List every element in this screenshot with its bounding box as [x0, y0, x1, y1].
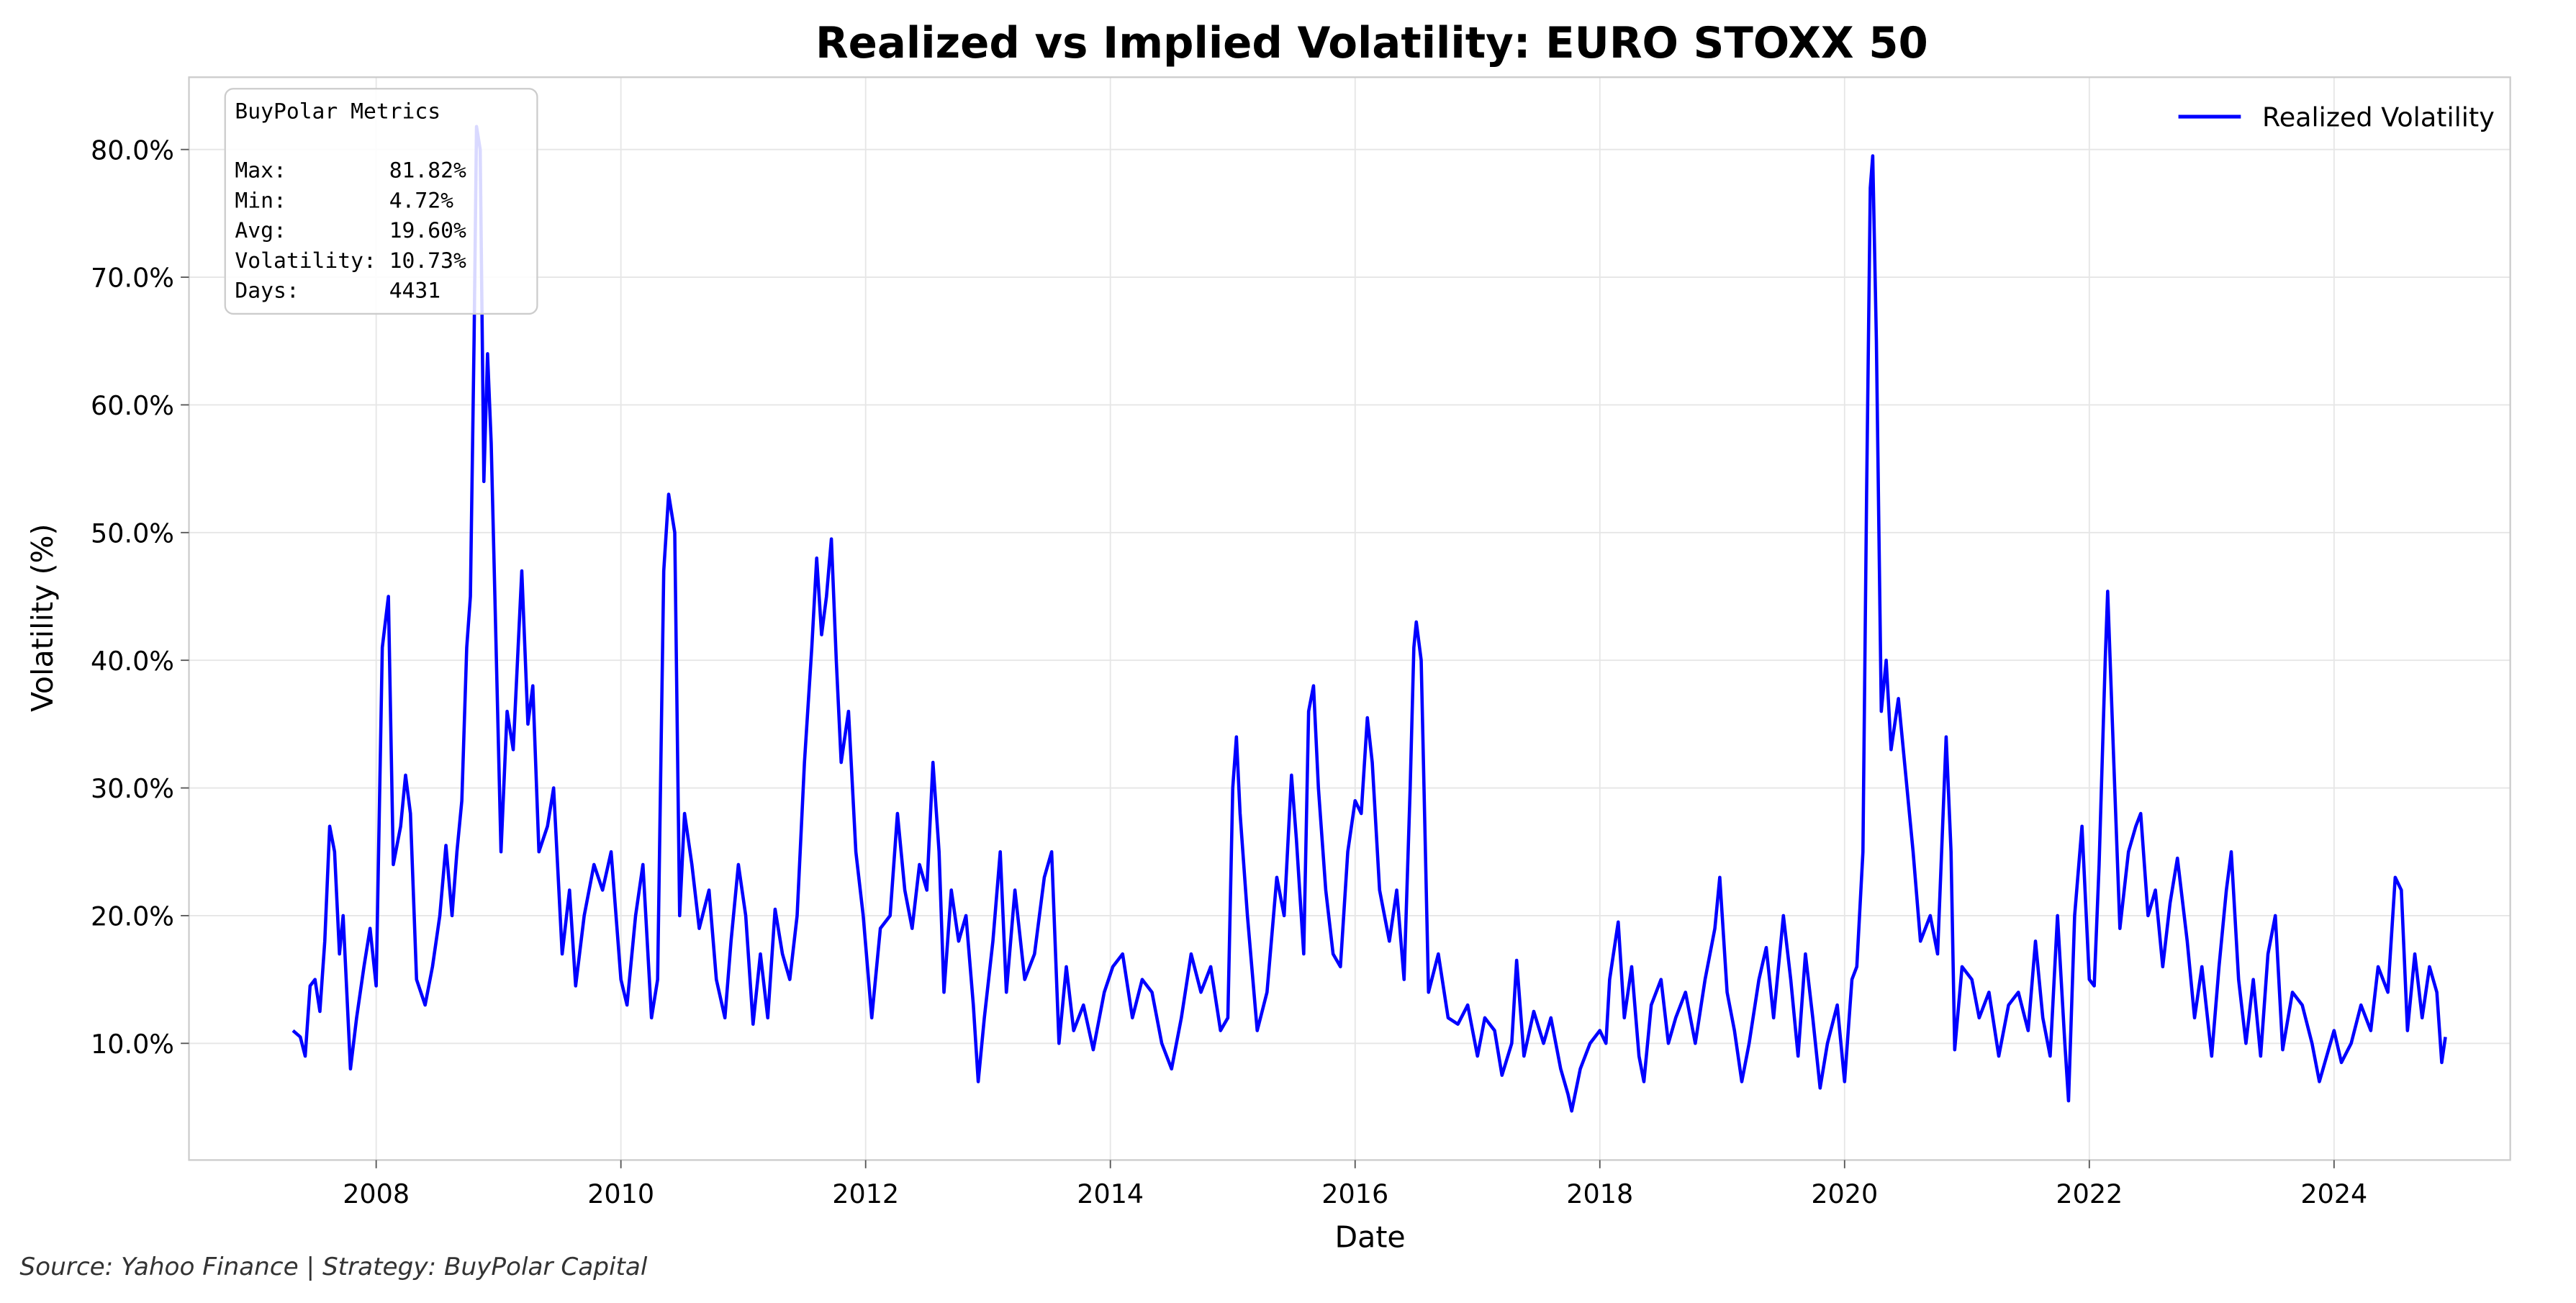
- y-tick-label: 70.0%: [91, 263, 174, 294]
- y-tick-label: 50.0%: [91, 518, 174, 549]
- x-tick-label: 2024: [2300, 1178, 2367, 1209]
- plot-frame: [188, 76, 2511, 1161]
- x-tick-label: 2018: [1566, 1178, 1633, 1209]
- stats-box-frame: [224, 88, 538, 315]
- y-tick-label: 40.0%: [91, 646, 174, 677]
- x-axis-label: Date: [1335, 1219, 1406, 1254]
- source-note: Source: Yahoo Finance | Strategy: BuyPol…: [19, 1253, 647, 1281]
- y-axis-label: Volatility (%): [25, 523, 60, 712]
- legend: Realized Volatility: [2178, 102, 2495, 133]
- x-tick-label: 2016: [1321, 1178, 1388, 1209]
- x-tick-label: 2008: [343, 1178, 410, 1209]
- stats-box: BuyPolar Metrics Max: 81.82% Min: 4.72% Av…: [224, 88, 538, 315]
- x-tick-label: 2012: [832, 1178, 899, 1209]
- stats-title: BuyPolar Metrics: [235, 98, 440, 123]
- x-tick-label: 2014: [1077, 1178, 1144, 1209]
- x-tick-label: 2020: [1811, 1178, 1878, 1209]
- stats-line: Min: 4.72%: [235, 187, 453, 212]
- stats-line: Avg: 19.60%: [235, 217, 466, 243]
- chart-title: Realized vs Implied Volatility: EURO STO…: [815, 18, 1928, 68]
- y-tick-label: 80.0%: [91, 135, 174, 166]
- x-tick-label: 2022: [2056, 1178, 2123, 1209]
- legend-label: Realized Volatility: [2262, 102, 2495, 133]
- y-tick-label: 20.0%: [91, 901, 174, 932]
- y-tick-label: 30.0%: [91, 773, 174, 804]
- stats-line: Days: 4431: [235, 278, 440, 303]
- y-tick-label: 10.0%: [91, 1029, 174, 1060]
- stats-line: Max: 81.82%: [235, 158, 466, 183]
- y-tick-label: 60.0%: [91, 390, 174, 421]
- x-tick-label: 2010: [587, 1178, 654, 1209]
- stats-line: Volatility: 10.73%: [235, 248, 466, 273]
- plot-area: [292, 125, 2447, 1113]
- series-line: [292, 125, 2447, 1113]
